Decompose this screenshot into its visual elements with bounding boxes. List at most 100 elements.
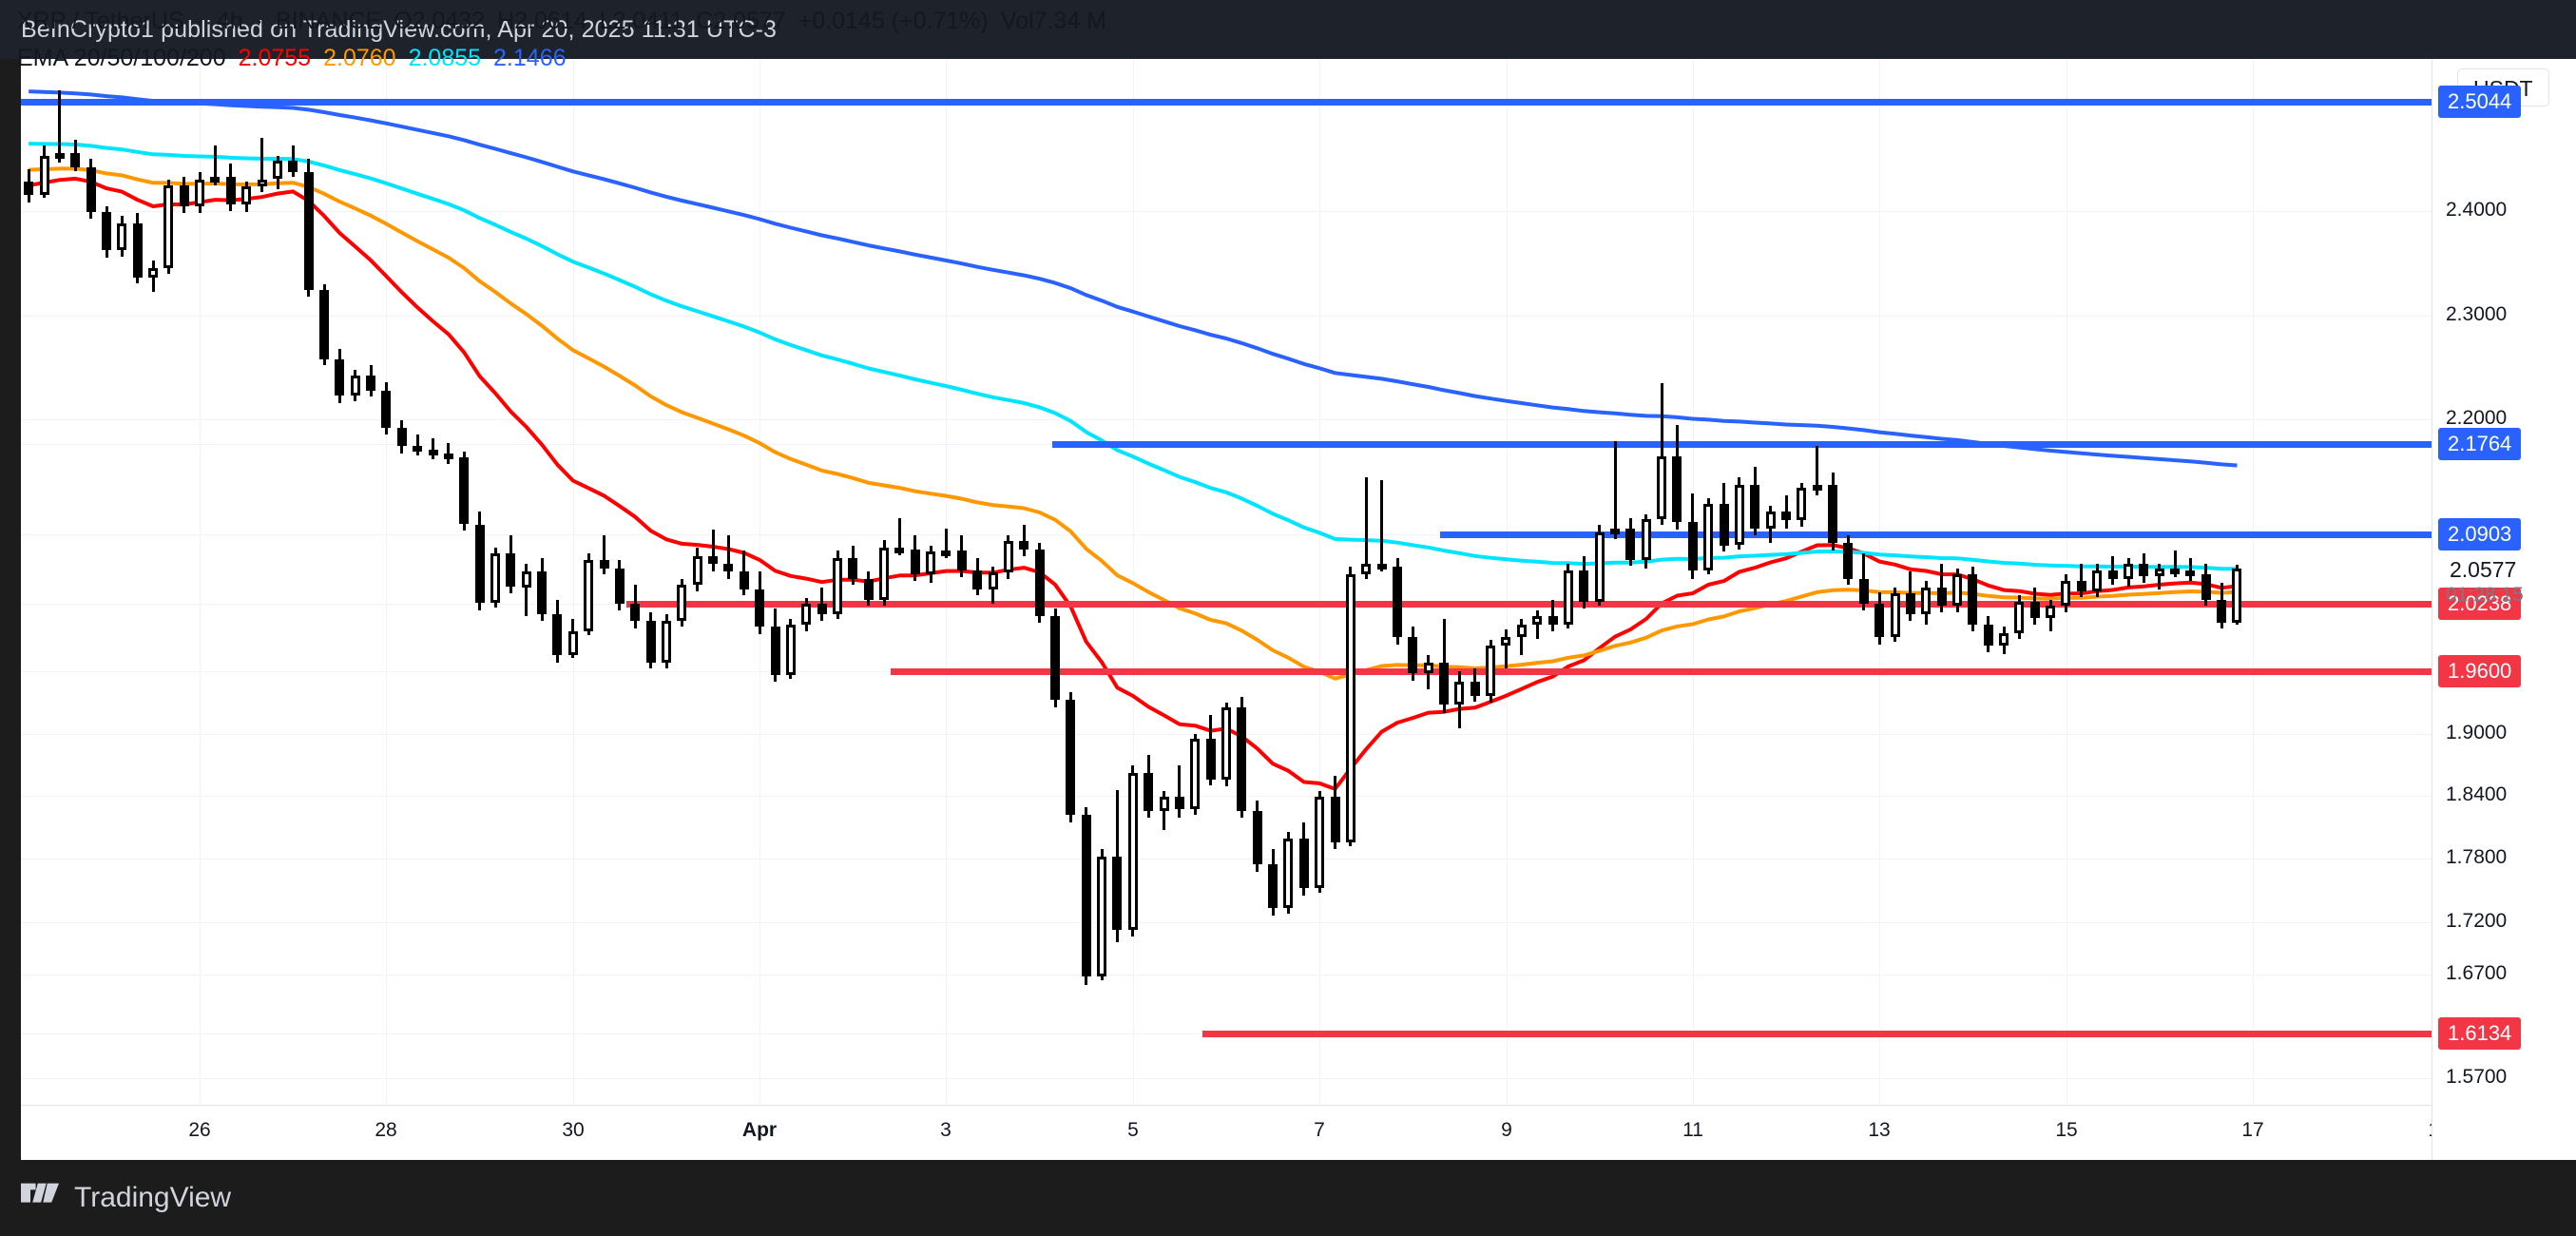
price-line-tag[interactable]: 1.9600 xyxy=(2438,655,2522,687)
price-tick-label: 1.7200 xyxy=(2446,910,2508,932)
candle-body xyxy=(1797,488,1807,521)
price-line-tag[interactable]: 2.1764 xyxy=(2438,428,2522,460)
tradingview-logo-icon xyxy=(21,1183,59,1214)
price-line-tag[interactable]: 2.0903 xyxy=(2438,518,2522,550)
candle-body xyxy=(413,446,423,452)
candle-body xyxy=(2046,606,2056,619)
legend-ema-label[interactable]: EMA 20/50/100/200 xyxy=(17,45,226,71)
tradingview-wordmark: TradingView xyxy=(74,1182,232,1213)
candle-body xyxy=(785,625,796,675)
candle-body xyxy=(567,630,578,655)
price-line-tag[interactable]: 2.5044 xyxy=(2438,86,2522,118)
legend-ema-50-value: 2.0760 xyxy=(323,45,396,71)
candle-body xyxy=(941,550,952,556)
candle-wick xyxy=(1660,383,1663,525)
candle-body xyxy=(1890,593,1900,638)
candle-body xyxy=(1470,681,1480,696)
price-line-tag[interactable]: 2.0238 xyxy=(2438,588,2522,620)
time-tick-label: 13 xyxy=(1868,1119,1891,1141)
candle-body xyxy=(101,211,111,251)
candle-wick xyxy=(1551,599,1555,631)
time-tick-label: 9 xyxy=(1501,1119,1512,1141)
candle-body xyxy=(1066,700,1076,816)
candle-body xyxy=(848,557,858,579)
legend-close: C2.0577 xyxy=(696,8,786,34)
candle-body xyxy=(1828,484,1838,544)
candle-wick xyxy=(260,137,264,192)
candle-body xyxy=(86,167,96,212)
candle-body xyxy=(335,358,345,396)
support-2.0903[interactable] xyxy=(1440,531,2432,538)
candle-body xyxy=(1905,593,1915,615)
candle-wick xyxy=(1022,524,1026,556)
price-line-tag[interactable]: 1.6134 xyxy=(2438,1017,2522,1050)
candle-body xyxy=(210,177,221,183)
candle-body xyxy=(1315,796,1325,889)
candle-body xyxy=(894,547,905,553)
candle-body xyxy=(132,222,143,278)
candle-body xyxy=(1439,662,1450,705)
candle-body xyxy=(677,585,687,621)
price-tick-label: 1.9000 xyxy=(2446,722,2508,744)
candle-body xyxy=(972,570,983,589)
time-tick-label: 26 xyxy=(188,1119,211,1141)
candle-body xyxy=(1657,456,1667,519)
publisher-bar: BeInCrypto1 published on TradingView.com… xyxy=(0,0,2576,59)
candle-body xyxy=(350,376,360,396)
grid-line-horizontal xyxy=(21,534,2432,535)
candle-body xyxy=(926,551,936,575)
candle-body xyxy=(1221,707,1231,780)
candle-wick xyxy=(1505,628,1508,669)
grid-line-vertical xyxy=(1693,59,1694,1105)
price-tick-label: 1.7800 xyxy=(2446,846,2508,868)
support-1.9600[interactable] xyxy=(891,668,2432,675)
legend-symbol[interactable]: XRP / TetherUS xyxy=(17,8,184,34)
candle-body xyxy=(195,179,205,207)
grid-line-vertical xyxy=(946,59,947,1105)
candle-body xyxy=(241,186,252,204)
current-price-label: 2.0577 xyxy=(2450,557,2517,582)
resistance-2.1764[interactable] xyxy=(1052,441,2432,448)
candle-body xyxy=(272,160,282,180)
candle-body xyxy=(366,376,376,391)
price-axis[interactable]: USDT 2.40002.30002.20001.90001.84001.780… xyxy=(2432,59,2576,1160)
grid-line-vertical xyxy=(1879,59,1880,1105)
candle-body xyxy=(521,571,531,588)
resistance-2.5044[interactable] xyxy=(21,99,2432,106)
publisher-text: BeInCrypto1 published on TradingView.com… xyxy=(21,15,778,43)
candle-body xyxy=(1610,528,1621,534)
time-axis[interactable]: 262830Apr3579111315171921 xyxy=(21,1105,2451,1160)
candle-body xyxy=(70,153,81,168)
grid-line-vertical xyxy=(573,59,574,1105)
candle-body xyxy=(1019,541,1029,550)
support-1.6134[interactable] xyxy=(1202,1031,2432,1037)
candle-body xyxy=(739,571,749,589)
candle-body xyxy=(474,524,485,603)
candle-body xyxy=(1921,587,1932,615)
candle-body xyxy=(303,171,314,291)
candle-body xyxy=(770,627,780,675)
candle-body xyxy=(54,153,65,159)
legend-interval[interactable]: 4h xyxy=(216,8,243,34)
candle-body xyxy=(1843,543,1854,579)
candle-body xyxy=(1719,503,1729,546)
legend-low: L2.0411 xyxy=(599,8,684,34)
bar-countdown-timer: 01:28:15 xyxy=(2446,584,2524,606)
candle-body xyxy=(2061,580,2071,607)
candle-body xyxy=(755,589,765,628)
chart-plot-area[interactable] xyxy=(21,59,2432,1105)
candle-body xyxy=(1097,857,1107,976)
support-2.0238[interactable] xyxy=(626,601,2432,608)
candle-body xyxy=(1159,796,1169,811)
grid-line-vertical xyxy=(386,59,387,1105)
candle-body xyxy=(1408,637,1418,673)
candle-body xyxy=(179,185,189,207)
candle-body xyxy=(1237,707,1247,811)
candle-body xyxy=(2154,568,2164,577)
candle-body xyxy=(645,620,656,663)
candle-body xyxy=(24,181,34,195)
grid-line-horizontal xyxy=(21,419,2432,420)
price-tick: 1.7800 xyxy=(2432,846,2576,869)
candle-wick xyxy=(58,90,62,163)
